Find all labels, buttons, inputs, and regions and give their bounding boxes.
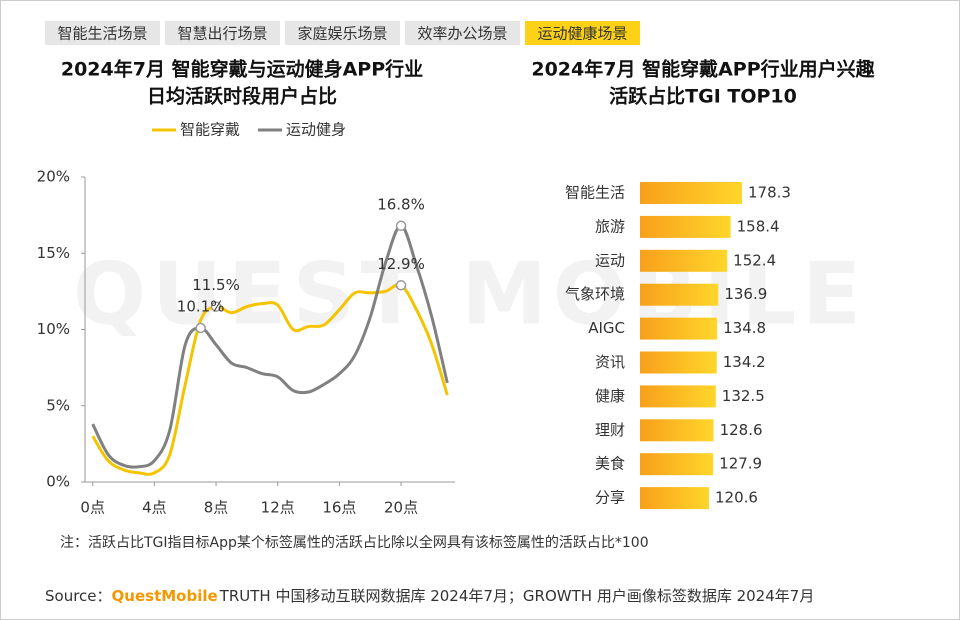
bar xyxy=(640,453,714,476)
x-tick-label: 8点 xyxy=(204,499,229,517)
data-label: 12.9% xyxy=(377,255,425,273)
data-label: 120.6 xyxy=(715,489,758,507)
tab[interactable] xyxy=(45,21,160,45)
bar xyxy=(640,351,717,374)
source-text: TRUTH 中国移动互联网数据库 2024年7月；GROWTH 用户画像标签数据… xyxy=(219,587,815,605)
data-label: 127.9 xyxy=(719,455,762,473)
category-label: 智能生活 xyxy=(565,184,625,202)
category-label: 旅游 xyxy=(595,217,625,235)
bar xyxy=(640,249,728,272)
category-label: 分享 xyxy=(595,489,625,507)
bar xyxy=(640,283,719,306)
data-label: 16.8% xyxy=(377,195,425,213)
tab[interactable] xyxy=(525,21,640,45)
source-brand: QuestMobile xyxy=(112,587,218,605)
source: Source：QuestMobile TRUTH 中国移动互联网数据库 2024年… xyxy=(45,587,814,605)
chart-title: 日均活跃时段用户占比 xyxy=(147,85,337,108)
legend-label: 运动健身 xyxy=(286,121,346,139)
tab-label[interactable]: 家庭娱乐场景 xyxy=(297,25,387,43)
legend-label: 智能穿戴 xyxy=(180,121,240,139)
category-label: 气象环境 xyxy=(565,285,625,303)
tab-label[interactable]: 效率办公场景 xyxy=(417,25,507,43)
x-tick-label: 20点 xyxy=(384,499,418,517)
y-tick-label: 5% xyxy=(46,396,70,414)
point-marker xyxy=(395,220,407,232)
series-line xyxy=(91,283,449,476)
category-label: AIGC xyxy=(588,319,625,337)
y-tick-label: 10% xyxy=(37,320,70,338)
data-label: 136.9 xyxy=(724,285,767,303)
category-label: 健康 xyxy=(595,387,625,405)
tab[interactable] xyxy=(285,21,400,45)
data-label: 152.4 xyxy=(733,251,776,269)
x-tick-label: 16点 xyxy=(322,499,356,517)
data-label: 158.4 xyxy=(737,217,780,235)
chart-title: 2024年7月 智能穿戴APP行业用户兴趣 xyxy=(531,58,875,81)
bar xyxy=(640,215,731,238)
tab[interactable] xyxy=(405,21,520,45)
point-marker xyxy=(395,280,407,291)
chart-title: 活跃占比TGI TOP10 xyxy=(609,85,797,108)
source-label: Source： xyxy=(45,587,112,605)
tab-label[interactable]: 运动健康场景 xyxy=(537,25,627,43)
category-label: 理财 xyxy=(595,421,625,439)
tab[interactable] xyxy=(165,21,280,45)
data-label: 134.2 xyxy=(723,353,766,371)
data-label: 178.3 xyxy=(748,184,791,202)
bar xyxy=(640,419,714,442)
note: 注：活跃占比TGI指目标App某个标签属性的活跃占比除以全网具有该标签属性的活跃… xyxy=(60,534,649,551)
chart-title: 2024年7月 智能穿戴与运动健身APP行业 xyxy=(61,58,423,81)
tab-label[interactable]: 智慧出行场景 xyxy=(177,25,267,43)
point-marker xyxy=(210,301,222,312)
category-label: 美食 xyxy=(595,455,625,473)
bar xyxy=(640,317,718,340)
data-label: 132.5 xyxy=(722,387,765,405)
data-label: 128.6 xyxy=(720,421,763,439)
bar xyxy=(640,182,742,204)
x-tick-label: 12点 xyxy=(261,499,295,517)
y-tick-label: 0% xyxy=(46,473,70,491)
bar xyxy=(640,385,716,408)
data-label: 10.1% xyxy=(177,297,225,315)
category-label: 运动 xyxy=(595,251,625,269)
series-line xyxy=(91,224,449,469)
x-tick-label: 0点 xyxy=(80,499,105,517)
point-marker xyxy=(195,322,206,334)
data-label: 134.8 xyxy=(723,319,766,337)
y-tick-label: 15% xyxy=(37,244,70,262)
data-label: 11.5% xyxy=(192,276,240,294)
bar xyxy=(640,487,709,510)
x-tick-label: 4点 xyxy=(142,499,167,517)
category-label: 资讯 xyxy=(595,353,625,371)
tab-label[interactable]: 智能生活场景 xyxy=(57,25,147,43)
y-tick-label: 20% xyxy=(37,168,70,186)
